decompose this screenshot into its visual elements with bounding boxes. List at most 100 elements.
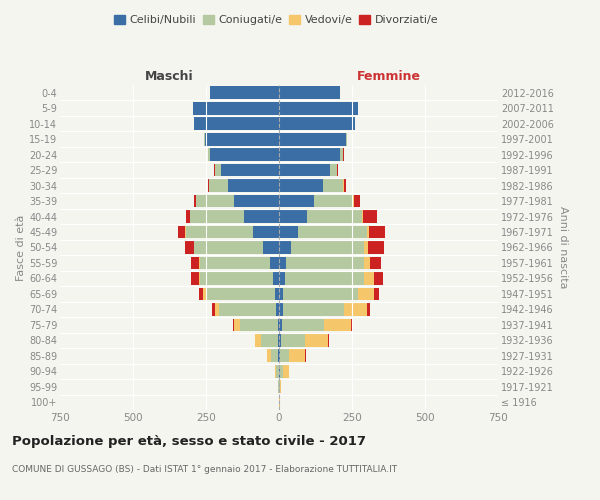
Bar — [283, 365, 289, 378]
Bar — [215, 303, 219, 316]
Bar — [275, 365, 277, 378]
Bar — [279, 102, 358, 115]
Legend: Celibi/Nubili, Coniugati/e, Vedovi/e, Divorziati/e: Celibi/Nubili, Coniugati/e, Vedovi/e, Di… — [109, 10, 443, 30]
Bar — [190, 210, 244, 223]
Bar — [374, 272, 383, 285]
Bar — [369, 226, 385, 238]
Bar — [279, 118, 355, 130]
Bar — [253, 226, 279, 238]
Bar — [206, 288, 275, 300]
Text: Maschi: Maschi — [145, 70, 194, 84]
Bar — [185, 226, 253, 238]
Bar — [271, 350, 278, 362]
Bar — [185, 210, 190, 223]
Bar — [239, 318, 278, 331]
Bar — [211, 86, 279, 99]
Bar — [279, 334, 281, 346]
Bar — [346, 133, 347, 145]
Bar — [233, 318, 234, 331]
Bar — [199, 288, 203, 300]
Bar — [194, 241, 263, 254]
Bar — [370, 256, 380, 270]
Bar — [279, 241, 290, 254]
Bar — [194, 118, 279, 130]
Bar — [344, 179, 346, 192]
Bar — [191, 256, 199, 270]
Bar — [196, 194, 234, 207]
Bar — [244, 210, 279, 223]
Bar — [255, 334, 260, 346]
Bar — [203, 288, 206, 300]
Bar — [285, 272, 364, 285]
Bar — [283, 303, 344, 316]
Bar — [234, 318, 239, 331]
Bar — [298, 226, 367, 238]
Bar — [279, 164, 330, 176]
Bar — [277, 365, 279, 378]
Bar — [289, 350, 305, 362]
Bar — [330, 164, 337, 176]
Text: Femmine: Femmine — [356, 70, 421, 84]
Bar — [260, 334, 278, 346]
Bar — [278, 334, 279, 346]
Bar — [368, 241, 384, 254]
Bar — [350, 318, 352, 331]
Bar — [279, 318, 282, 331]
Bar — [200, 256, 270, 270]
Y-axis label: Fasce di età: Fasce di età — [16, 214, 26, 280]
Bar — [281, 334, 305, 346]
Bar — [199, 256, 200, 270]
Bar — [267, 350, 271, 362]
Bar — [211, 148, 279, 161]
Bar — [228, 179, 279, 192]
Bar — [358, 288, 374, 300]
Bar — [263, 241, 279, 254]
Bar — [362, 210, 364, 223]
Bar — [290, 241, 364, 254]
Text: Popolazione per età, sesso e stato civile - 2017: Popolazione per età, sesso e stato civil… — [12, 435, 366, 448]
Bar — [209, 179, 228, 192]
Bar — [374, 288, 379, 300]
Bar — [191, 272, 199, 285]
Bar — [276, 303, 279, 316]
Bar — [275, 288, 279, 300]
Bar — [185, 241, 194, 254]
Bar — [278, 318, 279, 331]
Bar — [324, 318, 350, 331]
Bar — [212, 303, 215, 316]
Bar — [279, 272, 285, 285]
Bar — [367, 303, 370, 316]
Bar — [280, 365, 283, 378]
Bar — [178, 226, 185, 238]
Bar — [279, 303, 283, 316]
Bar — [203, 133, 205, 145]
Bar — [279, 148, 340, 161]
Bar — [364, 210, 377, 223]
Bar — [280, 350, 289, 362]
Bar — [193, 102, 279, 115]
Bar — [307, 210, 362, 223]
Bar — [234, 194, 279, 207]
Bar — [283, 288, 358, 300]
Bar — [305, 334, 328, 346]
Text: COMUNE DI GUSSAGO (BS) - Dati ISTAT 1° gennaio 2017 - Elaborazione TUTTITALIA.IT: COMUNE DI GUSSAGO (BS) - Dati ISTAT 1° g… — [12, 465, 397, 474]
Bar — [279, 288, 283, 300]
Bar — [364, 272, 374, 285]
Bar — [199, 272, 200, 285]
Bar — [279, 365, 280, 378]
Bar — [279, 256, 286, 270]
Bar — [205, 133, 279, 145]
Bar — [215, 164, 221, 176]
Bar — [344, 303, 367, 316]
Bar — [354, 194, 360, 207]
Bar — [279, 86, 340, 99]
Bar — [270, 256, 279, 270]
Bar — [221, 164, 279, 176]
Bar — [194, 194, 196, 207]
Bar — [200, 272, 273, 285]
Bar — [282, 318, 324, 331]
Bar — [364, 241, 368, 254]
Bar — [219, 303, 276, 316]
Y-axis label: Anni di nascita: Anni di nascita — [557, 206, 568, 288]
Bar — [364, 256, 370, 270]
